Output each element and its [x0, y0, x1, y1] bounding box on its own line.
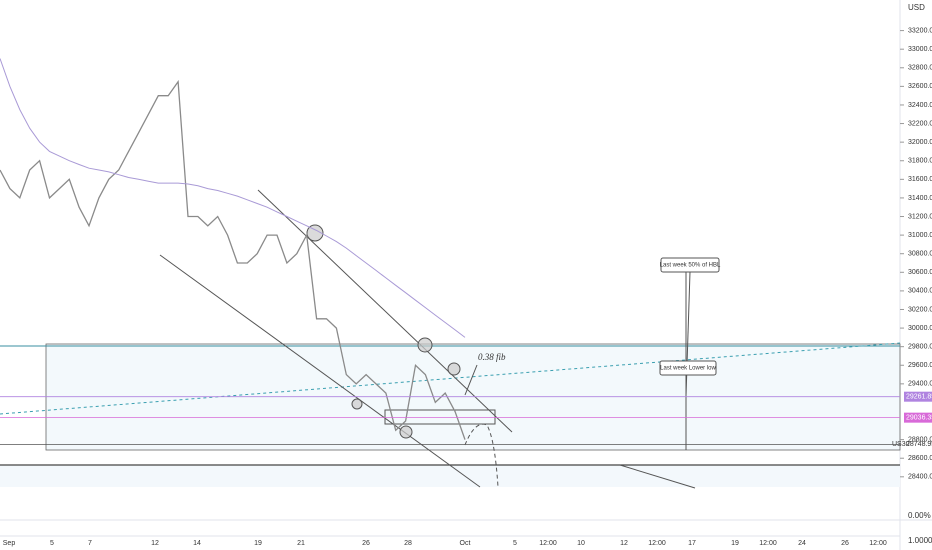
- y-tick-label: 31200.00: [908, 213, 932, 220]
- x-tick-label: 26: [362, 540, 370, 547]
- price-tag: [904, 391, 932, 402]
- y-tick-label: 32800.00: [908, 65, 932, 72]
- currency-label: USD: [908, 3, 925, 12]
- pane-label: 1.0000: [908, 536, 932, 545]
- y-tick-label: 33000.00: [908, 46, 932, 53]
- annotation: 0.38 fib: [478, 352, 506, 362]
- price-tag-label: 28748.95: [906, 441, 932, 448]
- projection-line: [619, 464, 696, 489]
- x-tick-label: 12:00: [539, 540, 557, 547]
- y-tick-label: 29400.00: [908, 381, 932, 388]
- x-tick-label: Oct: [460, 540, 471, 547]
- y-tick-label: 32200.00: [908, 120, 932, 127]
- callout-box: [659, 360, 717, 376]
- y-tick-label: 32000.00: [908, 139, 932, 146]
- y-tick-label: 31800.00: [908, 158, 932, 165]
- price-line: [0, 79, 466, 440]
- y-tick-label: 30000.00: [908, 325, 932, 332]
- y-tick-label: 28400.00: [908, 474, 932, 481]
- y-tick-label: 28600.00: [908, 455, 932, 462]
- y-tick-label: 30400.00: [908, 288, 932, 295]
- x-tick-label: 14: [193, 540, 201, 547]
- y-tick-label: 29600.00: [908, 362, 932, 369]
- y-tick-label: 28800.00: [908, 436, 932, 443]
- x-tick-label: 10: [577, 540, 585, 547]
- x-tick-label: 26: [841, 540, 849, 547]
- x-tick-label: Sep: [3, 540, 16, 547]
- fib-arrow: [464, 364, 478, 396]
- x-tick-label: 19: [731, 540, 739, 547]
- x-tick-label: 21: [297, 540, 305, 547]
- y-tick-label: 32600.00: [908, 83, 932, 90]
- trend-line: [0, 342, 901, 415]
- y-tick-label: 30200.00: [908, 306, 932, 313]
- price-tag-label: 29036.35: [906, 415, 932, 422]
- y-tick-label: 32400.00: [908, 102, 932, 109]
- x-tick-label: 28: [404, 540, 412, 547]
- x-tick-label: 19: [254, 540, 262, 547]
- price-line: [0, 58, 466, 338]
- pivot-marker: [447, 362, 461, 376]
- pivot-marker: [399, 425, 413, 439]
- x-tick-label: 17: [688, 540, 696, 547]
- pivot-marker: [306, 224, 324, 242]
- consolidation-box: [384, 409, 496, 425]
- x-tick-label: 12:00: [759, 540, 777, 547]
- y-tick-label: 29800.00: [908, 344, 932, 351]
- pivot-marker: [417, 337, 433, 353]
- channel-bottom: [159, 254, 481, 488]
- y-tick-label: 33200.00: [908, 27, 932, 34]
- channel-top: [257, 189, 513, 433]
- x-tick-label: 12:00: [869, 540, 887, 547]
- y-tick-label: 30800.00: [908, 251, 932, 258]
- x-tick-label: 12: [151, 540, 159, 547]
- y-tick-label: 30600.00: [908, 269, 932, 276]
- annotation: Last week 50% of HBL: [660, 263, 721, 269]
- pane-label: 0.00%: [908, 511, 931, 520]
- y-tick-label: 31000.00: [908, 232, 932, 239]
- price-tag: [904, 412, 932, 423]
- x-tick-label: 24: [798, 540, 806, 547]
- annotation: Last week Lower low: [660, 366, 716, 372]
- projection-path: [464, 423, 499, 488]
- price-tag-label: 29261.85: [906, 394, 932, 401]
- y-tick-label: 31600.00: [908, 176, 932, 183]
- callout-box: [660, 257, 720, 273]
- y-tick-label: 31400.00: [908, 195, 932, 202]
- symbol-label: US30: [892, 441, 910, 448]
- lower-zone: [0, 465, 900, 487]
- x-tick-label: 12: [620, 540, 628, 547]
- x-tick-label: 5: [50, 540, 54, 547]
- x-tick-label: 12:00: [648, 540, 666, 547]
- pivot-marker: [351, 398, 363, 410]
- x-tick-label: 7: [88, 540, 92, 547]
- x-tick-label: 5: [513, 540, 517, 547]
